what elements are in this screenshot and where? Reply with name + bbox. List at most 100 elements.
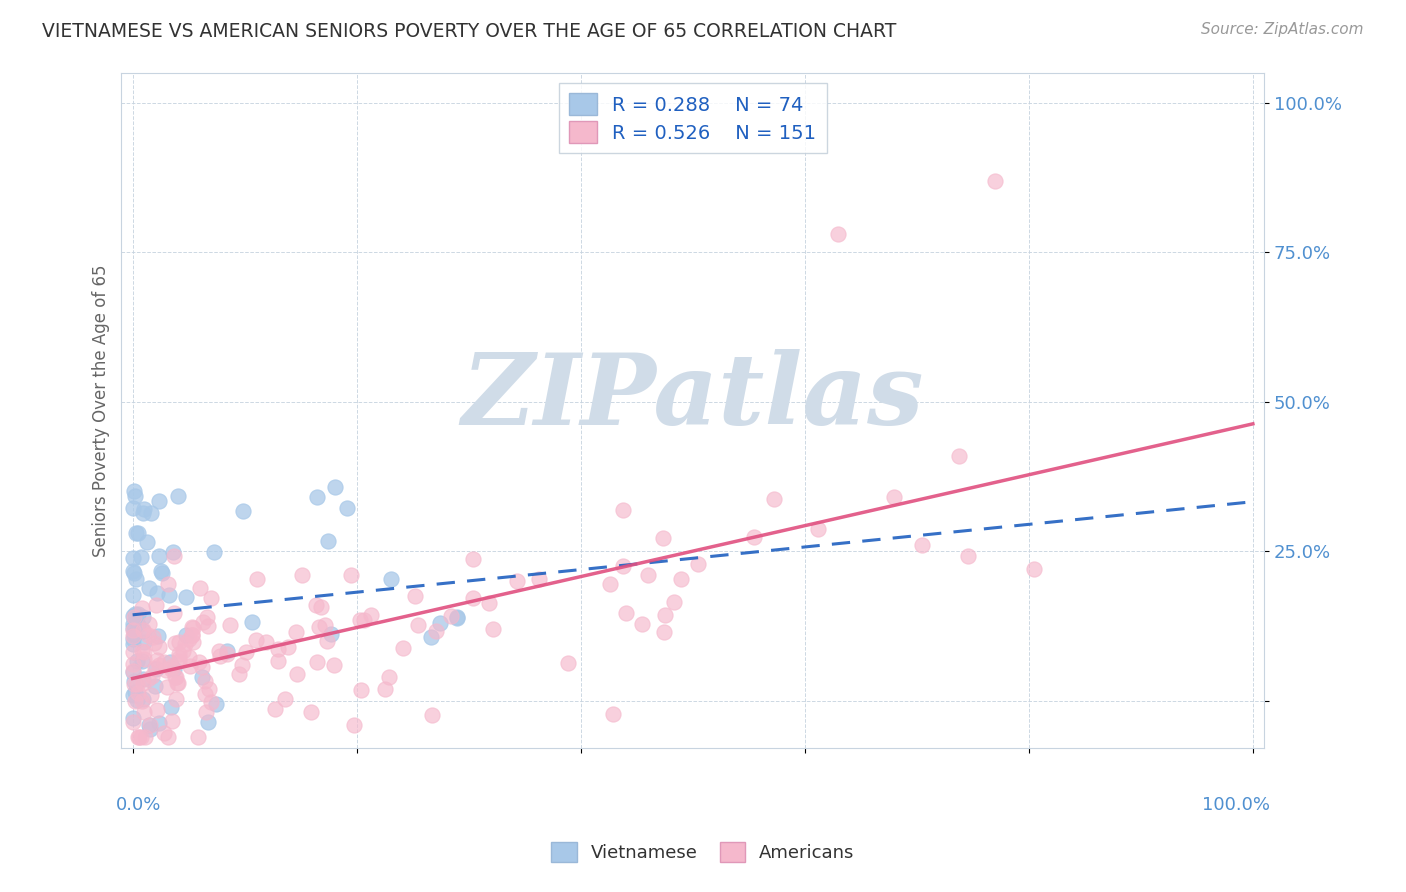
Point bbox=[150, 564, 173, 578]
Point bbox=[132, 610, 155, 624]
Point bbox=[404, 589, 426, 603]
Point bbox=[446, 609, 468, 624]
Point bbox=[138, 718, 160, 732]
Point bbox=[127, 618, 149, 632]
Point bbox=[183, 634, 205, 648]
Point bbox=[125, 526, 148, 541]
Point bbox=[134, 651, 156, 665]
Point bbox=[121, 657, 143, 672]
Point bbox=[420, 630, 443, 644]
Point bbox=[506, 574, 529, 588]
Point bbox=[167, 489, 190, 503]
Point bbox=[145, 653, 167, 667]
Point bbox=[143, 679, 166, 693]
Point bbox=[124, 490, 146, 504]
Point bbox=[305, 598, 328, 612]
Point bbox=[316, 533, 339, 548]
Point bbox=[446, 611, 468, 625]
Point bbox=[141, 669, 163, 683]
Text: 100.0%: 100.0% bbox=[1202, 796, 1270, 814]
Point bbox=[274, 691, 297, 706]
Point bbox=[167, 654, 190, 668]
Point bbox=[121, 500, 143, 515]
Point bbox=[197, 715, 219, 730]
Point bbox=[122, 627, 145, 641]
Point bbox=[167, 634, 190, 648]
Point bbox=[157, 588, 180, 602]
Text: VIETNAMESE VS AMERICAN SENIORS POVERTY OVER THE AGE OF 65 CORRELATION CHART: VIETNAMESE VS AMERICAN SENIORS POVERTY O… bbox=[42, 22, 897, 41]
Point bbox=[378, 670, 401, 684]
Legend: R = 0.288    N = 74, R = 0.526    N = 151: R = 0.288 N = 74, R = 0.526 N = 151 bbox=[558, 83, 827, 153]
Point bbox=[957, 549, 980, 564]
Point bbox=[127, 607, 149, 621]
Point bbox=[599, 577, 621, 591]
Point bbox=[631, 616, 654, 631]
Point bbox=[195, 610, 218, 624]
Point bbox=[132, 501, 155, 516]
Point bbox=[215, 648, 238, 662]
Legend: Vietnamese, Americans: Vietnamese, Americans bbox=[544, 835, 862, 870]
Point bbox=[121, 632, 143, 646]
Point bbox=[529, 572, 551, 586]
Point bbox=[121, 629, 143, 643]
Point bbox=[948, 449, 970, 463]
Point bbox=[686, 557, 709, 571]
Point bbox=[160, 699, 183, 714]
Point bbox=[172, 644, 194, 658]
Point bbox=[177, 632, 200, 647]
Point bbox=[131, 624, 153, 638]
Point bbox=[121, 621, 143, 635]
Point bbox=[187, 730, 209, 744]
Point bbox=[138, 617, 160, 632]
Point bbox=[141, 506, 163, 520]
Point bbox=[136, 535, 159, 549]
Point bbox=[198, 682, 221, 697]
Point bbox=[308, 620, 330, 634]
Point bbox=[163, 636, 186, 650]
Point bbox=[156, 680, 179, 694]
Point bbox=[153, 726, 176, 740]
Point bbox=[121, 588, 143, 602]
Point bbox=[132, 676, 155, 690]
Point bbox=[169, 647, 191, 661]
Point bbox=[128, 730, 150, 744]
Point bbox=[150, 566, 173, 581]
Point bbox=[406, 617, 429, 632]
Point bbox=[742, 531, 765, 545]
Point bbox=[322, 658, 344, 673]
Point bbox=[911, 538, 934, 552]
Point bbox=[277, 640, 299, 655]
Point bbox=[340, 568, 363, 582]
Point bbox=[141, 689, 163, 703]
Point bbox=[132, 691, 155, 706]
Point bbox=[207, 644, 229, 658]
Point bbox=[254, 635, 277, 649]
Point bbox=[156, 730, 179, 744]
Point bbox=[159, 660, 181, 674]
Point bbox=[121, 665, 143, 679]
Point bbox=[134, 730, 156, 744]
Text: ZIPatlas: ZIPatlas bbox=[461, 349, 924, 445]
Point bbox=[315, 633, 337, 648]
Point bbox=[177, 649, 200, 664]
Point bbox=[121, 636, 143, 650]
Y-axis label: Seniors Poverty Over the Age of 65: Seniors Poverty Over the Age of 65 bbox=[93, 265, 110, 557]
Point bbox=[131, 506, 153, 520]
Point bbox=[671, 572, 693, 586]
Point bbox=[162, 544, 184, 558]
Point bbox=[762, 491, 785, 506]
Point bbox=[612, 558, 634, 573]
Point bbox=[138, 582, 160, 596]
Point bbox=[191, 615, 214, 630]
Point bbox=[127, 677, 149, 691]
Point bbox=[124, 694, 146, 708]
Point bbox=[240, 615, 263, 630]
Point bbox=[314, 617, 336, 632]
Point bbox=[285, 666, 308, 681]
Point bbox=[132, 645, 155, 659]
Point bbox=[602, 706, 624, 721]
Point bbox=[121, 688, 143, 702]
Point bbox=[439, 609, 461, 624]
Point bbox=[807, 522, 830, 536]
Point bbox=[191, 659, 214, 673]
